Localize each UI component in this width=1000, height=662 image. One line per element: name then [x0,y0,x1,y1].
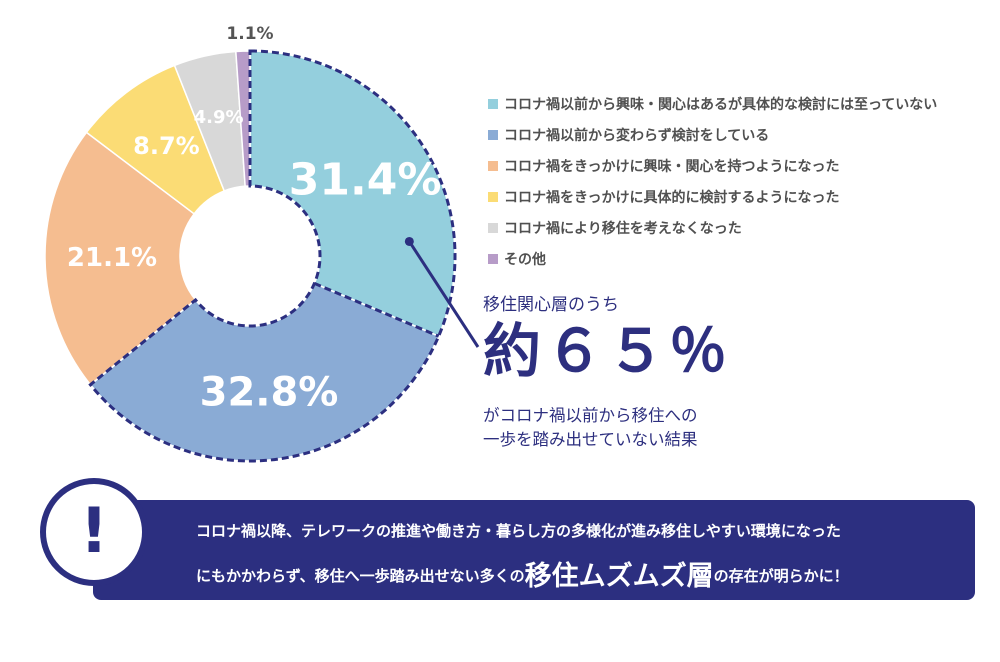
legend-swatch [488,191,498,202]
legend-swatch [488,98,498,109]
banner-emphasis: 移住ムズムズ層 [524,561,714,592]
highlight-divider [313,282,440,338]
legend-item: コロナ禍をきっかけに興味・関心を持つようになった [488,150,937,181]
legend-label: コロナ禍以前から変わらず検討をしている [504,127,770,144]
legend-label: その他 [504,251,546,268]
banner-text-line: コロナ禍以降、テレワークの推進や働き方・暮らし方の多様化が進み移住しやすい環境に… [196,522,841,540]
slice-label: 4.9% [194,107,244,128]
legend-swatch [488,253,498,264]
callout-caption-line: がコロナ禍以前から移住への [483,406,698,425]
legend-label: コロナ禍以前から興味・関心はあるが具体的な検討には至っていない [504,96,938,113]
callout-leader-line [408,240,480,348]
legend-item: コロナ禍以前から変わらず検討をしている [488,119,937,150]
callout-headline: 約６５％ [483,317,732,385]
legend-item: コロナ禍以前から興味・関心はあるが具体的な検討には至っていない [488,88,937,119]
slice-label: 8.7% [133,132,200,160]
callout-caption-line: 一歩を踏み出せていない結果 [483,430,698,449]
donut-slice [44,131,197,386]
slice-label: 21.1% [67,243,157,273]
banner-text: にもかかわらず、移住へ一歩踏み出せない多くの [196,567,525,585]
legend-swatch [488,222,498,233]
highlight-outline [88,49,457,463]
banner-text-line: にもかかわらず、移住へ一歩踏み出せない多くの移住ムズムズ層の存在が明らかに！ [196,554,849,593]
legend-swatch [488,129,498,140]
legend-item: コロナ禍をきっかけに具体的に検討するようになった [488,181,937,212]
legend-item: コロナ禍により移住を考えなくなった [488,212,937,243]
legend-label: コロナ禍をきっかけに興味・関心を持つようになった [504,158,840,175]
exclamation-mark: ! [79,494,109,567]
chart-legend: コロナ禍以前から興味・関心はあるが具体的な検討には至っていない コロナ禍以前から… [488,88,937,274]
summary-banner: コロナ禍以降、テレワークの推進や働き方・暮らし方の多様化が進み移住しやすい環境に… [93,500,975,600]
legend-label: コロナ禍をきっかけに具体的に検討するようになった [504,189,840,206]
legend-item: その他 [488,243,937,274]
callout-lead: 移住関心層のうち [483,295,619,315]
slice-label: 32.8% [200,370,339,416]
legend-label: コロナ禍により移住を考えなくなった [504,220,742,237]
exclamation-icon: ! [40,478,148,586]
legend-swatch [488,160,498,171]
callout-caption: がコロナ禍以前から移住への 一歩を踏み出せていない結果 [483,404,698,452]
slice-label: 31.4% [289,154,442,205]
slice-label: 1.1% [226,24,273,44]
banner-text: の存在が明らかに！ [713,567,849,585]
